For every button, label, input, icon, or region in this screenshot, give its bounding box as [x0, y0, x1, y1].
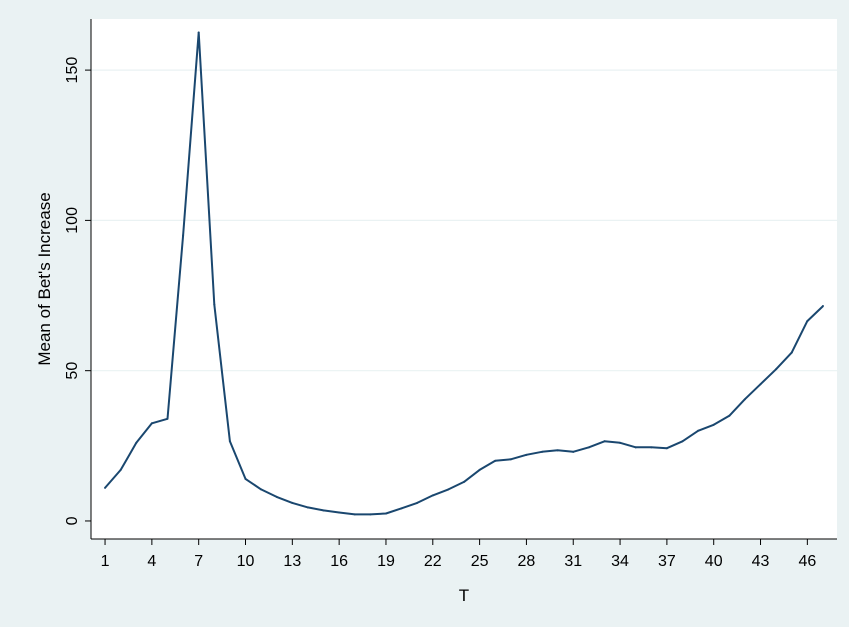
data-point	[400, 507, 403, 510]
y-tick-label: 50	[64, 362, 81, 380]
data-point	[743, 398, 746, 401]
y-tick-label: 150	[64, 57, 81, 84]
data-point	[135, 441, 138, 444]
data-point	[338, 511, 341, 514]
data-point	[306, 506, 309, 509]
data-point	[291, 501, 294, 504]
data-point	[806, 320, 809, 323]
data-point	[322, 509, 325, 512]
x-tick-label: 22	[424, 553, 442, 570]
data-point	[369, 513, 372, 516]
data-point	[775, 368, 778, 371]
grid-lines	[91, 69, 837, 372]
data-point	[603, 440, 606, 443]
y-tick-label: 100	[64, 207, 81, 234]
data-point	[353, 513, 356, 516]
data-point	[182, 234, 185, 237]
data-point	[556, 449, 559, 452]
data-point	[821, 305, 824, 308]
x-tick-label: 34	[611, 553, 629, 570]
data-point	[197, 31, 200, 34]
data-point	[634, 446, 637, 449]
data-point	[478, 468, 481, 471]
data-point	[213, 303, 216, 306]
data-point	[681, 440, 684, 443]
x-axis-label: T	[459, 586, 469, 605]
data-point	[228, 440, 231, 443]
data-point	[572, 450, 575, 453]
x-tick-label: 37	[658, 553, 676, 570]
data-point	[541, 450, 544, 453]
data-point	[384, 512, 387, 515]
data-point	[712, 423, 715, 426]
x-ticks: 1 4 7 10 13 16 19 22 25 28 31 34 37 40 43 46	[101, 539, 816, 570]
x-tick-label: 1	[101, 553, 110, 570]
x-tick-label: 4	[147, 553, 156, 570]
x-tick-label: 19	[377, 553, 395, 570]
data-point	[697, 429, 700, 432]
y-ticks: 0 50 100 150	[64, 57, 91, 525]
x-tick-label: 10	[237, 553, 255, 570]
x-tick-label: 43	[752, 553, 770, 570]
x-tick-label: 40	[705, 553, 723, 570]
data-point	[166, 417, 169, 420]
data-point	[587, 446, 590, 449]
x-tick-label: 31	[564, 553, 582, 570]
data-point	[275, 495, 278, 498]
data-point	[509, 458, 512, 461]
data-point	[619, 441, 622, 444]
data-point	[119, 468, 122, 471]
data-point	[494, 459, 497, 462]
data-point	[104, 486, 107, 489]
data-point	[728, 414, 731, 417]
data-point	[790, 351, 793, 354]
data-point	[463, 480, 465, 483]
data-point	[650, 446, 653, 449]
y-axis-label: Mean of Bet's Increase	[35, 192, 54, 365]
data-point	[525, 453, 528, 456]
data-point	[665, 447, 668, 450]
series-layer	[104, 31, 824, 516]
data-point	[416, 501, 419, 504]
data-point	[759, 383, 762, 386]
x-tick-label: 13	[283, 553, 301, 570]
plot-region	[91, 19, 837, 539]
data-point	[431, 494, 434, 497]
data-point	[260, 488, 263, 491]
data-point	[150, 422, 153, 425]
data-point	[244, 477, 247, 480]
x-tick-label: 25	[471, 553, 489, 570]
data-point	[447, 488, 450, 491]
x-tick-label: 46	[798, 553, 816, 570]
x-tick-label: 16	[330, 553, 348, 570]
y-tick-label: 0	[64, 516, 81, 525]
x-tick-label: 7	[194, 553, 203, 570]
x-tick-label: 28	[518, 553, 536, 570]
